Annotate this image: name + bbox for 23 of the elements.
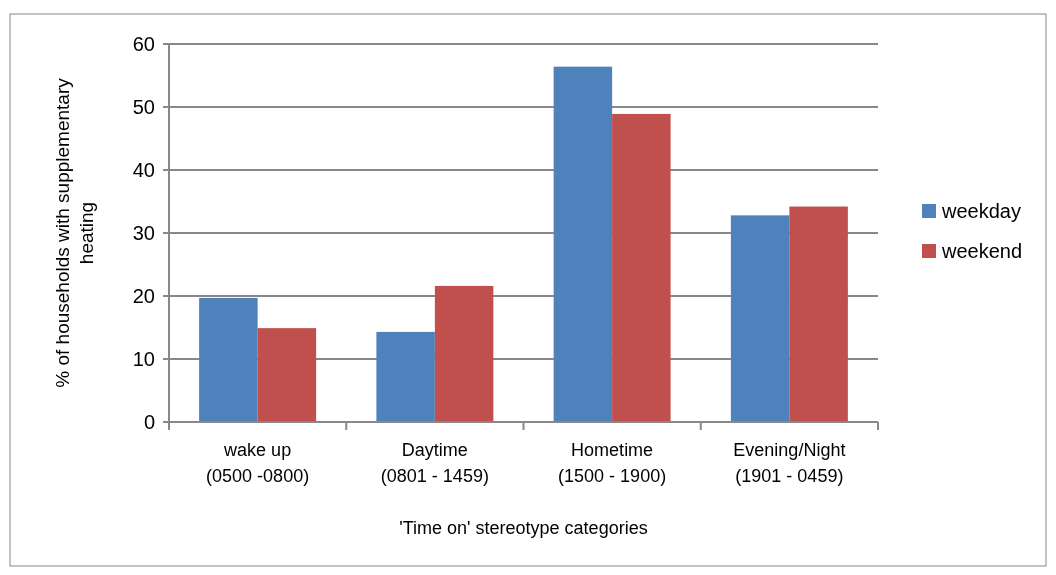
x-tick-label: Evening/Night (1901 - 0459) — [733, 440, 846, 486]
bar — [612, 113, 671, 422]
y-axis-title: % of households with supplementary heating — [52, 77, 97, 388]
y-tick-label: 0 — [143, 411, 155, 433]
y-tick-label: 20 — [132, 285, 155, 307]
y-tick-label: 50 — [132, 96, 155, 118]
bar — [730, 215, 790, 422]
bar — [553, 66, 613, 422]
bar — [199, 297, 258, 422]
bar — [257, 328, 317, 422]
bar — [376, 331, 435, 422]
x-tick-label: wake up (0500 -0800) — [206, 440, 310, 486]
legend-label: weekday — [941, 200, 1021, 222]
legend-label: weekend — [941, 240, 1023, 262]
y-tick-label: 30 — [132, 222, 155, 244]
bar — [434, 285, 494, 422]
x-tick-label: Daytime (0801 - 1459) — [380, 440, 489, 486]
y-tick-label: 40 — [132, 159, 155, 181]
x-tick-label: Hometime (1500 - 1900) — [558, 440, 667, 486]
x-axis-title: 'Time on' stereotype categories — [399, 518, 648, 538]
bar — [789, 206, 848, 422]
y-tick-label: 60 — [132, 33, 155, 55]
y-tick-label: 10 — [132, 348, 155, 370]
